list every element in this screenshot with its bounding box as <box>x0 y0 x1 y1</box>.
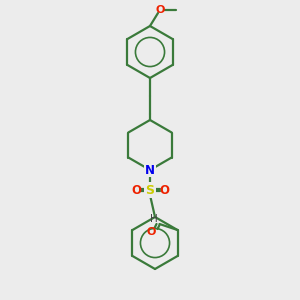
Text: O: O <box>147 227 156 237</box>
Text: S: S <box>146 184 154 196</box>
Text: O: O <box>131 184 141 196</box>
Text: O: O <box>159 184 169 196</box>
Text: O: O <box>155 5 165 15</box>
Text: H: H <box>150 214 158 224</box>
Text: N: N <box>145 164 155 176</box>
